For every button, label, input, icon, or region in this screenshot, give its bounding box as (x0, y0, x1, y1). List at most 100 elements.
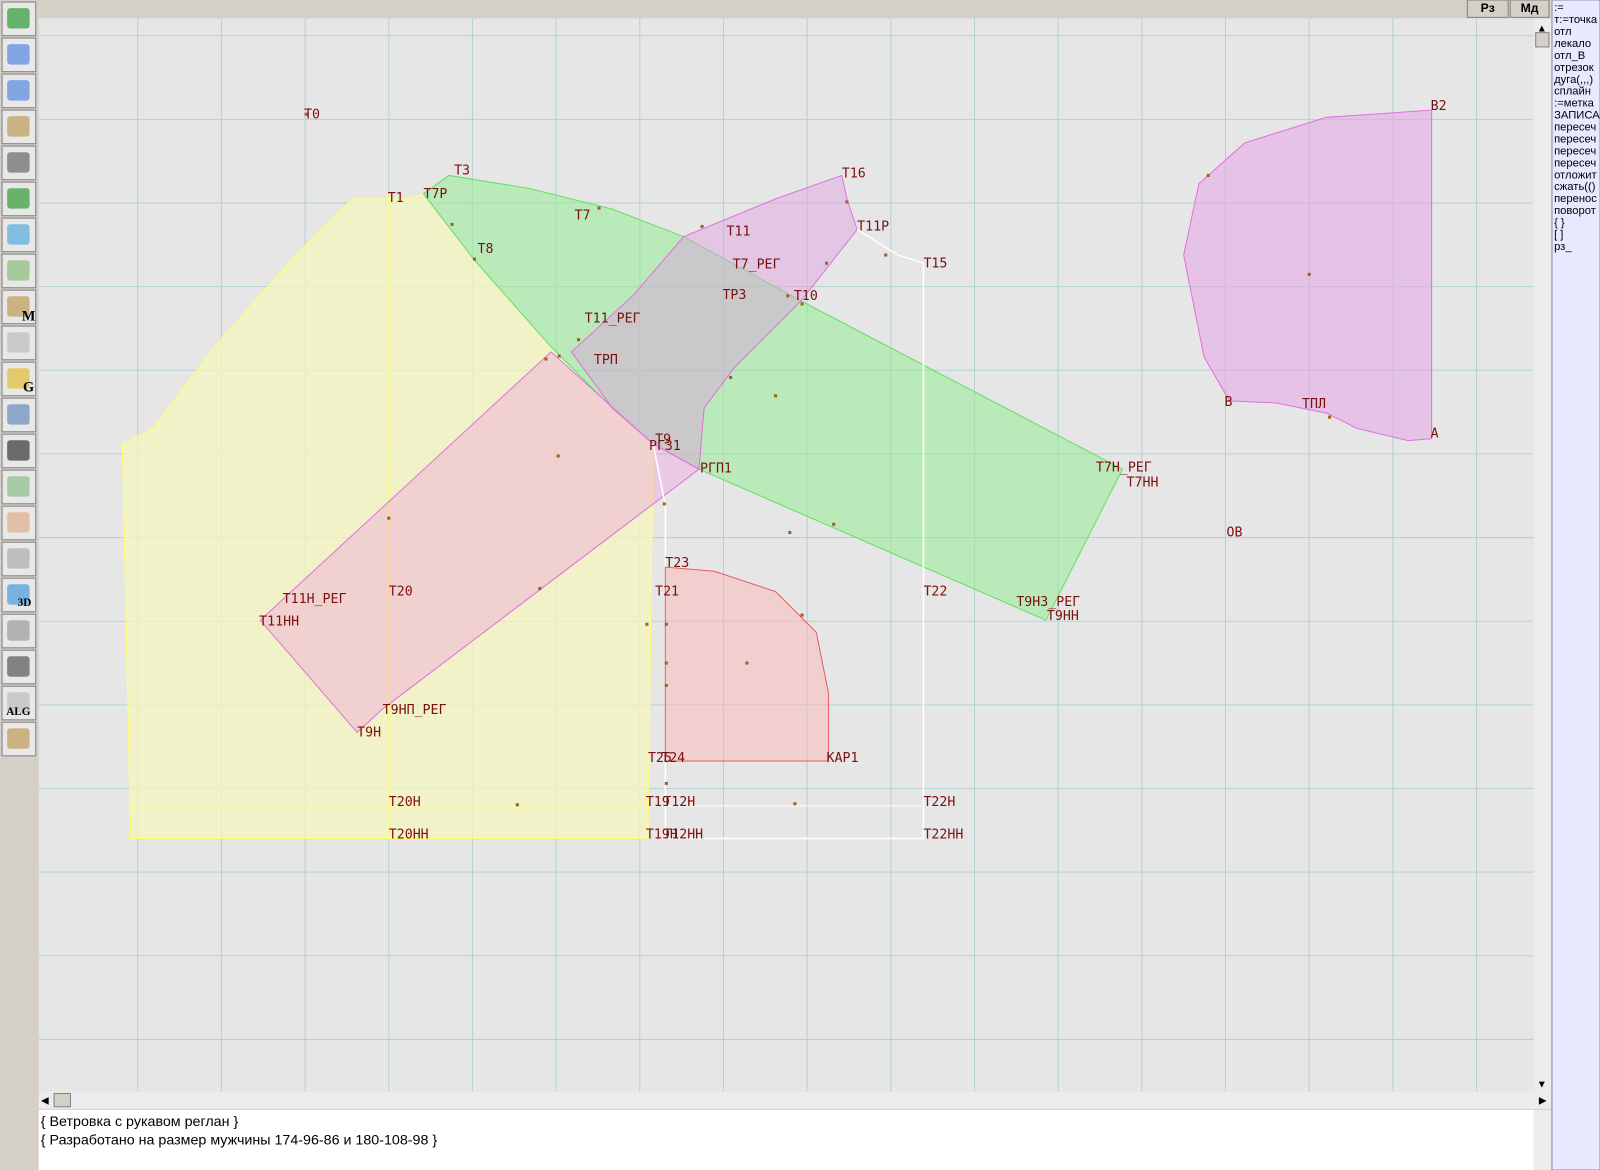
tool-icon[interactable] (7, 692, 30, 713)
point (800, 613, 804, 617)
point (664, 661, 668, 665)
command-item[interactable]: пересеч (1554, 134, 1596, 146)
tool-icon[interactable] (7, 512, 30, 533)
command-item[interactable]: поворот (1554, 205, 1596, 217)
command-item[interactable]: лекало (1554, 38, 1591, 50)
command-item[interactable]: ЗАПИСА (1554, 110, 1600, 122)
point-label: Т10 (794, 289, 818, 304)
command-item[interactable]: т:=точка (1554, 14, 1598, 26)
scroll-thumb[interactable] (1535, 32, 1550, 48)
scroll-arrow[interactable]: ▼ (1537, 1079, 1547, 1090)
point-label: Т22Н (923, 795, 955, 810)
tool-icon[interactable] (7, 404, 30, 425)
command-item[interactable]: :=метка (1554, 98, 1595, 110)
tool-icon-label[interactable]: M (22, 308, 36, 324)
tool-icon[interactable] (7, 656, 30, 677)
command-item[interactable]: дуга(,,,) (1554, 74, 1593, 86)
point-label: В2 (1431, 99, 1447, 114)
point-label: Т11Н_РЕГ (283, 592, 347, 607)
tool-icon[interactable] (7, 728, 30, 749)
point (845, 200, 849, 204)
front-yoke (570, 174, 858, 471)
tool-icon[interactable] (7, 332, 30, 353)
command-item[interactable]: рз_ (1554, 241, 1572, 253)
tool-icon[interactable] (7, 80, 30, 101)
h-scrollbar[interactable] (38, 1091, 1552, 1109)
tool-icon[interactable] (7, 188, 30, 209)
command-item[interactable]: [ ] (1554, 229, 1563, 241)
status-scrollbar[interactable] (1533, 1109, 1552, 1170)
command-item[interactable]: пересеч (1554, 145, 1596, 157)
tool-icon[interactable] (7, 476, 30, 497)
tool-icon[interactable] (7, 260, 30, 281)
tool-icon[interactable] (7, 368, 30, 389)
point (700, 224, 704, 228)
point-label: Т7НН (1127, 476, 1159, 491)
point-label: Т21 (655, 585, 679, 600)
point (472, 257, 477, 261)
command-item[interactable]: пересеч (1554, 157, 1596, 169)
point-label: КАР1 (827, 751, 859, 766)
point (538, 587, 542, 591)
point-label: РГ31 (649, 439, 681, 454)
point-labels: Т0 Т3 Т1 Т7Р Т7 Т8 Т16 Т11Р Т11 Т7_РЕГ Т15 ТР3 Т10 Т1… (259, 99, 1446, 842)
tool-icon[interactable] (7, 440, 30, 461)
command-item[interactable]: { } (1554, 217, 1565, 229)
tool-icon[interactable] (7, 224, 30, 245)
point-label: Т3 (454, 163, 470, 178)
command-item[interactable]: отл_В (1554, 50, 1585, 62)
point-label: Т12НН (663, 827, 703, 842)
pattern-pieces (121, 109, 1433, 840)
button[interactable] (1509, 0, 1550, 18)
point (645, 622, 649, 626)
point-label: В (1224, 395, 1232, 410)
tool-icon[interactable] (7, 152, 30, 173)
tool-icon[interactable] (7, 584, 30, 605)
command-item[interactable]: отложит (1554, 169, 1597, 181)
tool-icon[interactable] (7, 8, 30, 29)
point (745, 661, 749, 665)
point-label: Т9НН (1047, 609, 1079, 624)
tool-icon[interactable] (7, 44, 30, 65)
point-label: ТР3 (722, 288, 746, 303)
points (304, 112, 1332, 807)
button[interactable] (1466, 0, 1509, 18)
point-label: Т19Н (646, 827, 678, 842)
button-label[interactable]: Мд (1521, 1, 1539, 15)
tool-icon[interactable] (7, 116, 30, 137)
point-label: Т25 (648, 751, 672, 766)
point (800, 302, 804, 306)
point (662, 502, 666, 506)
scroll-arrow[interactable]: ▲ (1537, 24, 1547, 35)
command-item[interactable]: := (1554, 2, 1564, 14)
point-label: А (1431, 427, 1439, 442)
point (515, 803, 519, 807)
scroll-thumb[interactable] (53, 1092, 71, 1108)
command-item[interactable]: перенос (1554, 193, 1597, 205)
point-label: Т7Р (423, 187, 447, 202)
point-label: Т24 (661, 751, 685, 766)
point (884, 253, 888, 257)
command-item[interactable]: сжать(() (1554, 181, 1596, 193)
scroll-arrow[interactable]: ◀ (41, 1096, 49, 1107)
point (1307, 272, 1311, 276)
tool-icon-label[interactable]: ALG (6, 706, 31, 718)
button-label[interactable]: Рз (1481, 1, 1495, 15)
v-scrollbar[interactable] (1533, 18, 1552, 1092)
tool-icon-label[interactable]: 3D (18, 597, 32, 609)
command-item[interactable]: пересеч (1554, 122, 1596, 134)
command-item[interactable]: отл (1554, 26, 1571, 38)
status-line: { Ветровка с рукавом реглан } (41, 1114, 239, 1130)
scroll-arrow[interactable]: ▶ (1539, 1096, 1547, 1107)
tool-icon[interactable] (7, 620, 30, 641)
point (773, 394, 778, 398)
point-label: Т9НП_РЕГ (383, 703, 447, 718)
point-label: Т19 (646, 795, 670, 810)
command-item[interactable]: сплайн (1554, 86, 1591, 98)
command-item[interactable]: отрезок (1554, 62, 1594, 74)
tool-icon-label[interactable]: G (23, 380, 34, 396)
point-label: Т15 (923, 256, 947, 271)
tool-icon[interactable] (7, 296, 30, 317)
tool-icon[interactable] (7, 548, 30, 569)
